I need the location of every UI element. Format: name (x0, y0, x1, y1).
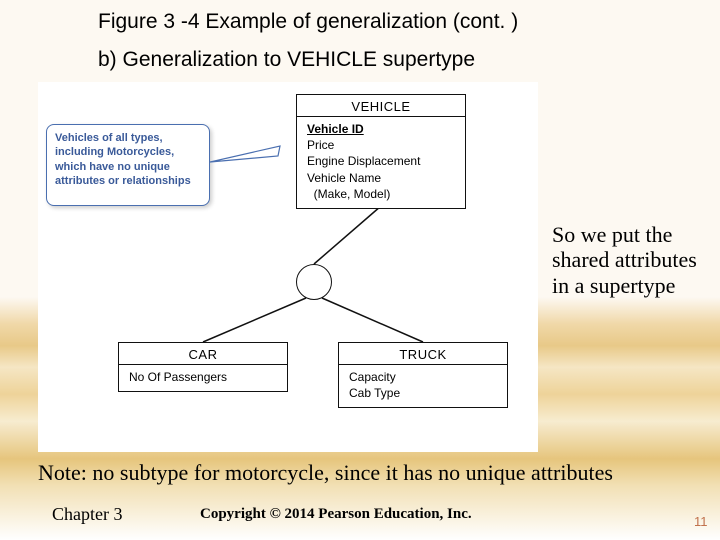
edge-circle-truck (322, 298, 423, 342)
entity-car-name: CAR (119, 343, 287, 364)
slide: Figure 3 -4 Example of generalization (c… (0, 0, 720, 540)
attr: Cab Type (349, 385, 497, 401)
entity-car: CAR No Of Passengers (118, 342, 288, 392)
chapter-label: Chapter 3 (52, 504, 122, 525)
entity-truck-attrs: Capacity Cab Type (339, 365, 507, 407)
callout-box: Vehicles of all types, including Motorcy… (46, 124, 210, 206)
generalization-circle (296, 264, 332, 300)
page-number: 11 (694, 514, 708, 529)
attr: Capacity (349, 369, 497, 385)
attr: Vehicle Name (307, 170, 455, 186)
attr: Price (307, 137, 455, 153)
attr: Engine Displacement (307, 153, 455, 169)
attr-key: Vehicle ID (307, 121, 455, 137)
attr: (Make, Model) (307, 186, 455, 202)
diagram: Vehicles of all types, including Motorcy… (38, 82, 538, 452)
entity-car-attrs: No Of Passengers (119, 365, 287, 391)
copyright-text: Copyright © 2014 Pearson Education, Inc. (200, 506, 472, 523)
footer-note: Note: no subtype for motorcycle, since i… (38, 460, 613, 486)
entity-truck-name: TRUCK (339, 343, 507, 364)
entity-vehicle-attrs: Vehicle ID Price Engine Displacement Veh… (297, 117, 465, 208)
callout-text: Vehicles of all types, including Motorcy… (55, 131, 201, 188)
attr: No Of Passengers (129, 369, 277, 385)
entity-vehicle: VEHICLE Vehicle ID Price Engine Displace… (296, 94, 466, 209)
edge-vehicle-circle (314, 206, 381, 264)
callout-pointer (210, 144, 300, 184)
entity-vehicle-name: VEHICLE (297, 95, 465, 116)
edge-circle-car (203, 298, 306, 342)
figure-subtitle: b) Generalization to VEHICLE supertype (98, 48, 475, 72)
entity-truck: TRUCK Capacity Cab Type (338, 342, 508, 408)
side-annotation: So we put the shared attributes in a sup… (552, 222, 702, 298)
figure-title: Figure 3 -4 Example of generalization (c… (98, 10, 518, 34)
